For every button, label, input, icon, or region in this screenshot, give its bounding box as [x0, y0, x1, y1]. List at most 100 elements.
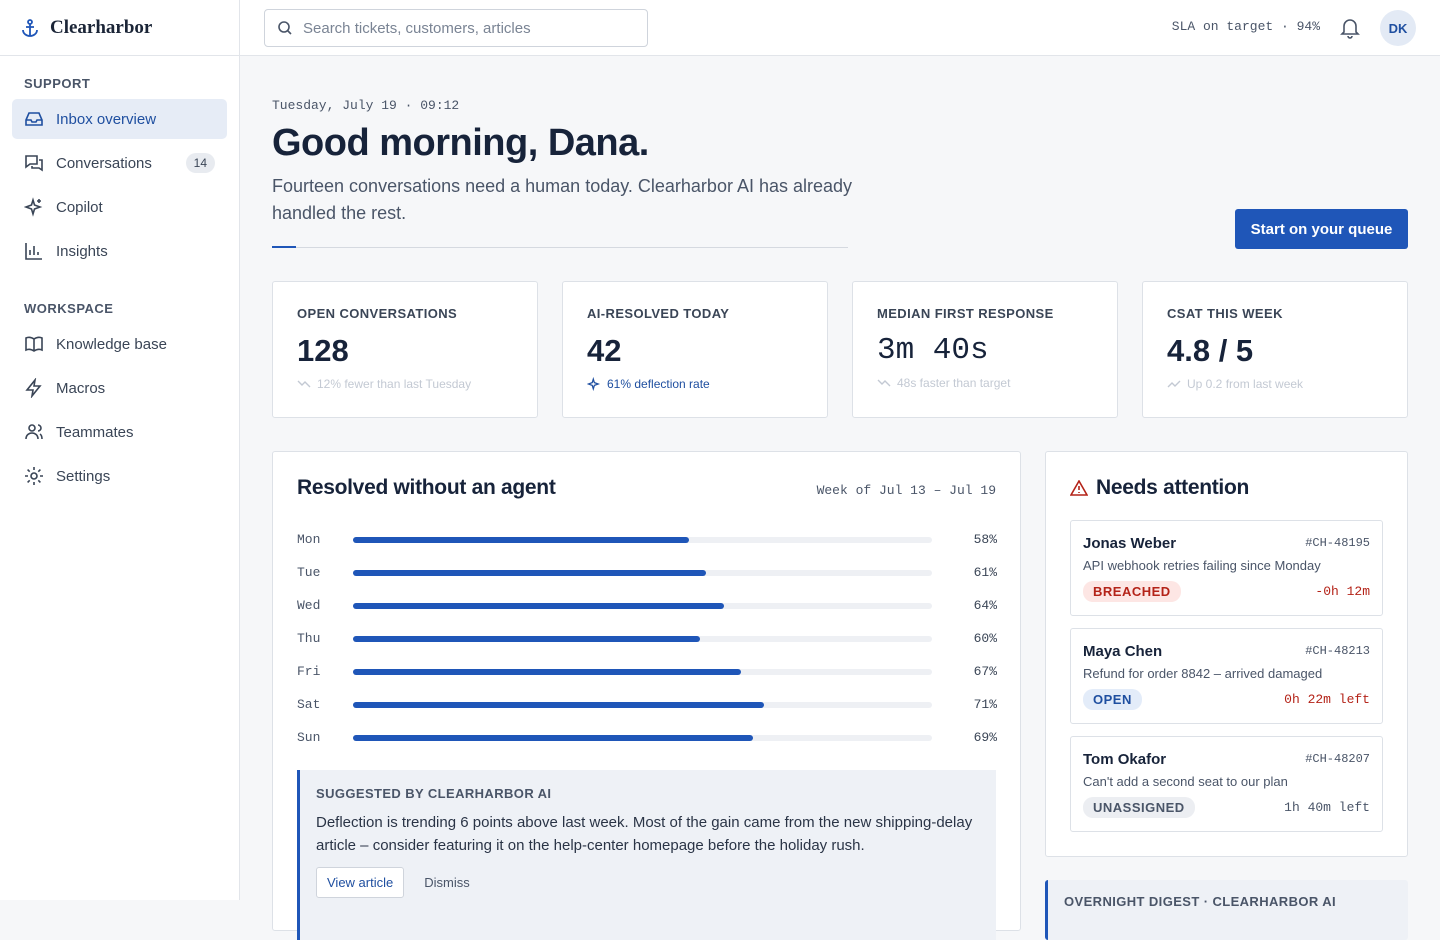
logo	[22, 18, 38, 37]
bar	[353, 702, 765, 708]
kpi-label: CSAT THIS WEEK	[1167, 306, 1283, 321]
suggestion-actions: View article Dismiss	[316, 867, 980, 898]
nav-section: WORKSPACE	[24, 301, 114, 316]
kpi-note-text: Up 0.2 from last week	[1187, 377, 1304, 391]
nav-label: Macros	[56, 379, 106, 397]
kpi-card: AI-RESOLVED TODAY 42 61% deflection rate	[562, 281, 828, 418]
kpi-note-text: 48s faster than target	[897, 376, 1011, 390]
attention-header: Needs attention	[1070, 476, 1383, 500]
bar-label: Sat	[297, 697, 321, 712]
ticket-sla: 1h 40m left	[1284, 800, 1370, 815]
attention-title: Needs attention	[1096, 476, 1250, 499]
kpi-note: Up 0.2 from last week	[1167, 377, 1383, 391]
bar-label: Thu	[297, 631, 321, 646]
ticket-id: #CH-48207	[1305, 752, 1370, 766]
nav-label: Inbox overview	[56, 110, 157, 128]
bar-row: Sun 69%	[297, 728, 997, 748]
ticket-summary: API webhook retries failing since Monday	[1083, 558, 1321, 573]
bar-label: Fri	[297, 664, 321, 679]
nav-item[interactable]: Macros	[12, 368, 227, 408]
kpi-row: OPEN CONVERSATIONS 128 12% fewer than last…	[272, 281, 1408, 418]
nav-label: Copilot	[56, 198, 103, 216]
kpi-label: OPEN CONVERSATIONS	[297, 306, 458, 321]
kpi-card: MEDIAN FIRST RESPONSE 3m 40s 48s faster th…	[852, 281, 1118, 418]
bar-row: Wed 64%	[297, 596, 997, 616]
bar-track	[353, 570, 932, 576]
bar-label: Wed	[297, 598, 321, 613]
brand-name: Clearharbor	[50, 16, 153, 38]
ticket-name: Maya Chen	[1083, 643, 1163, 660]
bar	[353, 735, 753, 741]
suggestion: SUGGESTED BY CLEARHARBOR AI Deflection i…	[297, 770, 996, 940]
bar-label: Tue	[297, 565, 321, 580]
nav-item[interactable]: Teammates	[12, 412, 227, 452]
bar-row: Mon 58%	[297, 530, 997, 550]
bar-value-label: 64%	[973, 598, 997, 613]
nav-item[interactable]: Copilot	[12, 187, 227, 227]
digest-label: OVERNIGHT DIGEST · CLEARHARBOR AI	[1064, 894, 1337, 909]
ticket-name: Tom Okafor	[1083, 751, 1167, 768]
ticket-id: #CH-48213	[1305, 644, 1370, 658]
topbar: Search tickets, customers, articles SLA …	[240, 0, 1440, 56]
nav-label: Knowledge base	[56, 335, 167, 353]
ticket-status: UNASSIGNED	[1083, 797, 1195, 818]
ticket[interactable]: Jonas Weber #CH-48195 API webhook retries …	[1070, 520, 1383, 616]
nav-label: Settings	[56, 467, 111, 485]
nav-item[interactable]: Conversations 14	[12, 143, 227, 183]
ticket-id: #CH-48195	[1305, 536, 1370, 550]
avatar[interactable]: DK	[1380, 10, 1416, 46]
suggestion-text: Deflection is trending 6 points above la…	[316, 814, 973, 854]
nav-item[interactable]: Settings	[12, 456, 227, 496]
kpi-value: 128	[297, 333, 349, 368]
ticket-status: OPEN	[1083, 689, 1142, 710]
bar-track	[353, 603, 932, 609]
kpi-card: CSAT THIS WEEK 4.8 / 5 Up 0.2 from last we…	[1142, 281, 1408, 418]
chart-card: Resolved without an agent Week of Jul 13…	[272, 451, 1021, 940]
sla-status: SLA on target · 94%	[1171, 19, 1320, 34]
date: Tuesday, July 19 · 09:12	[272, 98, 460, 113]
bar-value-label: 60%	[973, 631, 997, 646]
kpi-note-text: 12% fewer than last Tuesday	[317, 377, 472, 391]
cta-button[interactable]: Start on your queue	[1235, 209, 1408, 249]
bar-value-label: 61%	[973, 565, 997, 580]
ticket-sla: 0h 22m left	[1284, 692, 1370, 707]
kpi-label: MEDIAN FIRST RESPONSE	[877, 306, 1054, 321]
brand[interactable]: Clearharbor	[0, 0, 239, 56]
bar-value-label: 67%	[973, 664, 997, 679]
nav-item[interactable]: Inbox overview	[12, 99, 227, 139]
ticket[interactable]: Maya Chen #CH-48213 Refund for order 8842 …	[1070, 628, 1383, 724]
kpi-label: AI-RESOLVED TODAY	[587, 306, 730, 321]
bar	[353, 570, 707, 576]
bar	[353, 537, 689, 543]
dismiss-button[interactable]: Dismiss	[424, 875, 470, 890]
bar-row: Thu 60%	[297, 629, 997, 649]
bar-row: Sat 71%	[297, 695, 997, 715]
ticket-summary: Refund for order 8842 – arrived damaged	[1083, 666, 1323, 681]
sidebar: Clearharbor SUPPORT Inbox overview Conve…	[0, 0, 240, 900]
ticket-name: Jonas Weber	[1083, 535, 1177, 552]
divider	[272, 246, 848, 248]
bar	[353, 636, 701, 642]
ticket[interactable]: Tom Okafor #CH-48207 Can't add a second se…	[1070, 736, 1383, 832]
search-input[interactable]: Search tickets, customers, articles	[264, 9, 648, 47]
bar-track	[353, 702, 932, 708]
kpi-note: 61% deflection rate	[587, 377, 803, 391]
attention-card: Needs attention Jonas Weber #CH-48195 API …	[1045, 451, 1408, 857]
kpi-note: 48s faster than target	[877, 376, 1093, 390]
ticket-sla: -0h 12m	[1315, 584, 1370, 599]
view-article-button[interactable]: View article	[316, 867, 405, 898]
bar-value-label: 69%	[973, 730, 997, 745]
notifications[interactable]	[1340, 17, 1360, 39]
bar-value-label: 58%	[973, 532, 997, 547]
bar-track	[353, 537, 932, 543]
nav-label: Conversations	[56, 154, 152, 172]
nav-item[interactable]: Knowledge base	[12, 324, 227, 364]
digest-card: OVERNIGHT DIGEST · CLEARHARBOR AI	[1045, 880, 1408, 940]
bar-track	[353, 669, 932, 675]
chart-subtitle: Week of Jul 13 – Jul 19	[816, 483, 996, 498]
nav-item[interactable]: Insights	[12, 231, 227, 271]
bar	[353, 603, 724, 609]
kpi-value: 3m 40s	[877, 333, 989, 368]
kpi-card: OPEN CONVERSATIONS 128 12% fewer than last…	[272, 281, 538, 418]
